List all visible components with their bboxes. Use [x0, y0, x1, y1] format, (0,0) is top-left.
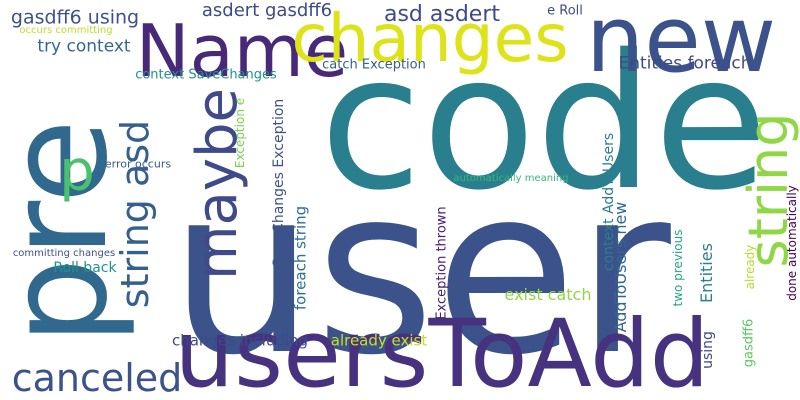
word-canceled: canceled	[11, 356, 183, 400]
word-roll-back: Roll back	[53, 260, 117, 276]
word-occurs-committing: occurs committing	[19, 25, 113, 36]
word-savechanges-exception: SaveChanges Exception	[271, 98, 287, 268]
word-entities: Entities	[697, 243, 716, 303]
word-automatically-meaning: automatically meaning	[453, 173, 569, 184]
word-name: Name	[135, 9, 349, 93]
word-user: user	[169, 139, 671, 400]
word-already: already	[743, 244, 757, 290]
word-using: using	[700, 331, 716, 369]
word-asdert-gasdff6: asdert gasdff6	[201, 0, 333, 21]
word-done-automatically: done automatically	[785, 185, 799, 301]
word-exception-thrown: Exception thrown	[434, 206, 450, 320]
word-exist-catch: exist catch	[504, 285, 592, 304]
word-userstoadd: usersToAdd	[174, 300, 710, 400]
word-exception-e: Exception e	[233, 97, 247, 169]
word-addtousers-new: AddToUsers new	[611, 201, 630, 333]
word-changes-including: changes including	[171, 331, 309, 350]
word-two-previous: two previous	[671, 229, 685, 307]
word-e-roll: e Roll	[547, 3, 583, 19]
word-p: p	[59, 139, 95, 204]
word-try-context: try context	[37, 36, 131, 57]
word-gasdff6-using: gasdff6 using	[10, 6, 140, 29]
word-new: new	[585, 0, 777, 93]
word-asd-asdert: asd asdert	[383, 2, 501, 27]
word-changes: changes	[291, 0, 569, 77]
word-error-occurs: error occurs	[104, 157, 172, 171]
word-committing-changes: committing changes	[12, 248, 116, 259]
word-code: code	[319, 14, 769, 231]
word-already-exist: already exist	[330, 331, 428, 350]
word-catch-exception: catch Exception	[322, 57, 426, 73]
word-context-savechanges: context SaveChanges	[135, 67, 277, 83]
word-string-asd: string asd	[113, 119, 157, 309]
word-foreach-string: foreach string	[291, 205, 310, 311]
word-entities-foreach: Entities foreach	[618, 53, 752, 74]
word-gasdff6: gasdff6	[741, 318, 757, 368]
